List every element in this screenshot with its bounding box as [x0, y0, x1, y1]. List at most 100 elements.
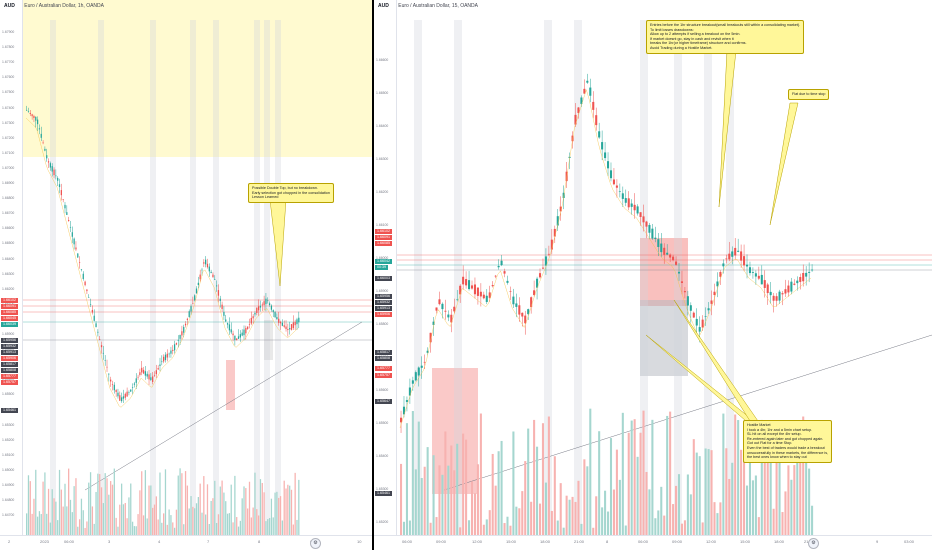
candle-body	[206, 263, 209, 268]
right-price-axis[interactable]: 1.66600 1.66500 1.66400 1.66300 1.66200 1.661…	[374, 0, 397, 536]
price-tag: 1.65808	[375, 356, 392, 361]
right-time-axis[interactable]: 06:00 09:00 12:00 15:00 18:00 21:00 8 06:00 09:0…	[374, 535, 932, 550]
right-callout-entries[interactable]: Entries before the 1hr structure breakou…	[646, 20, 805, 54]
volume-bar	[69, 499, 72, 536]
volume-bar	[268, 518, 271, 536]
price-tick-label: 1.66800	[2, 196, 15, 201]
candle-body	[35, 116, 37, 121]
candle-body	[651, 228, 654, 239]
candle-body	[177, 339, 179, 341]
price-tick-label: 1.66400	[2, 256, 15, 261]
price-tag: 1.65757	[1, 380, 18, 385]
left-callout-double-top[interactable]: Possible Double Top, but no breakdown. E…	[248, 183, 334, 203]
candle-body	[117, 392, 119, 397]
volume-bar	[689, 494, 692, 536]
volume-bar	[604, 490, 607, 536]
volume-bar	[234, 475, 236, 536]
price-tick-label: 1.64900	[2, 483, 15, 487]
candle-body	[748, 267, 752, 274]
candle-body	[618, 191, 621, 192]
volume-bar	[261, 482, 263, 536]
price-tag: 1.65956	[375, 294, 392, 299]
candle-body	[133, 383, 136, 385]
candle-body	[102, 352, 104, 354]
left-chart-pane[interactable]: 1.67900 1.67800 1.67700 1.67600 1.67500 1.674…	[0, 0, 372, 550]
volume-bar	[512, 431, 515, 536]
right-settings-icon[interactable]: ⚙	[808, 538, 819, 549]
candle-body	[173, 344, 176, 351]
time-label: 09:00	[672, 539, 683, 544]
candle-body	[441, 303, 444, 310]
price-tag: 1.66042	[375, 259, 392, 264]
candle-body	[250, 317, 252, 324]
volume-bar	[217, 514, 220, 536]
volume-bar	[35, 469, 37, 536]
right-callout-hostile-market[interactable]: Hostile Market I took a 4hr, 1hr and a 5…	[743, 420, 833, 463]
candle-body	[144, 371, 147, 376]
right-chart-canvas[interactable]	[374, 0, 932, 550]
candle-body	[686, 296, 689, 306]
candle-body	[77, 253, 79, 258]
volume-bar	[680, 523, 683, 536]
left-settings-icon[interactable]: ⚙	[310, 538, 321, 549]
volume-bar	[270, 498, 273, 536]
callout-line: I took a 4hr, 1hr and a 5min chart setup…	[747, 427, 813, 432]
price-tick-label: 1.65800	[2, 347, 14, 351]
candle-body	[485, 295, 488, 302]
candle-body	[524, 315, 527, 324]
volume-bar	[518, 508, 521, 536]
volume-bar	[716, 513, 719, 536]
time-label: 12:00	[706, 539, 717, 544]
price-tag: 1.66039	[1, 322, 18, 327]
volume-bar	[663, 515, 666, 536]
pane-divider[interactable]	[372, 0, 374, 550]
volume-bar	[186, 485, 189, 536]
volume-bar	[784, 491, 787, 536]
candle-body	[164, 354, 167, 361]
right-chart-title: Euro / Australian Dollar, 15, OANDA	[398, 3, 478, 9]
volume-bar	[80, 498, 83, 536]
price-tag: 1.66045	[1, 316, 18, 321]
right-chart-pane[interactable]: 1.66600 1.66500 1.66400 1.66300 1.66200 1.661…	[374, 0, 932, 550]
candle-body	[86, 289, 88, 292]
candle-body	[274, 312, 276, 318]
callout-line: Possible Double Top, but no breakdown.	[252, 186, 318, 190]
candle-body	[279, 321, 282, 324]
callout-line: Entries before the 1hr structure breakou…	[650, 23, 801, 27]
right-callout-flat[interactable]: Flat due to time stop	[788, 89, 830, 100]
volume-bar	[654, 518, 657, 536]
moving-average-line	[399, 88, 812, 429]
candle-body	[119, 395, 121, 401]
left-price-axis[interactable]: 1.67900 1.67800 1.67700 1.67600 1.67500 1.674…	[0, 0, 23, 536]
volume-bar	[719, 502, 722, 536]
candle-body	[192, 303, 194, 305]
candle-body	[559, 206, 562, 212]
callout-line: Re-entered again later and got chopped a…	[747, 436, 824, 441]
candle-body	[453, 306, 456, 312]
candle-body	[252, 316, 254, 319]
candle-body	[666, 252, 669, 255]
highlight-zone	[22, 0, 372, 157]
volume-bar	[214, 480, 216, 536]
price-tick-label: 1.67000	[2, 165, 15, 170]
candle-body	[491, 285, 494, 287]
candle-body	[512, 296, 515, 305]
candle-body	[289, 328, 291, 330]
price-tick-label: 1.66400	[376, 124, 389, 128]
candle-body	[781, 293, 784, 295]
candle-body	[51, 166, 53, 172]
volume-bar	[86, 521, 88, 536]
volume-bar	[58, 469, 61, 536]
candle-body	[639, 212, 642, 217]
price-tick-label: 1.66000	[376, 256, 389, 260]
volume-bar	[139, 490, 141, 536]
volume-bar	[683, 520, 686, 536]
left-chart-title: Euro / Australian Dollar, 1h, OANDA	[24, 3, 104, 9]
candle-body	[465, 279, 468, 286]
candle-body	[130, 389, 132, 392]
left-chart-canvas[interactable]	[0, 0, 372, 550]
candle-body	[226, 323, 229, 325]
left-chart-header: AUD Euro / Australian Dollar, 1h, OANDA	[4, 3, 104, 9]
price-tag: 1.66102	[1, 298, 18, 303]
